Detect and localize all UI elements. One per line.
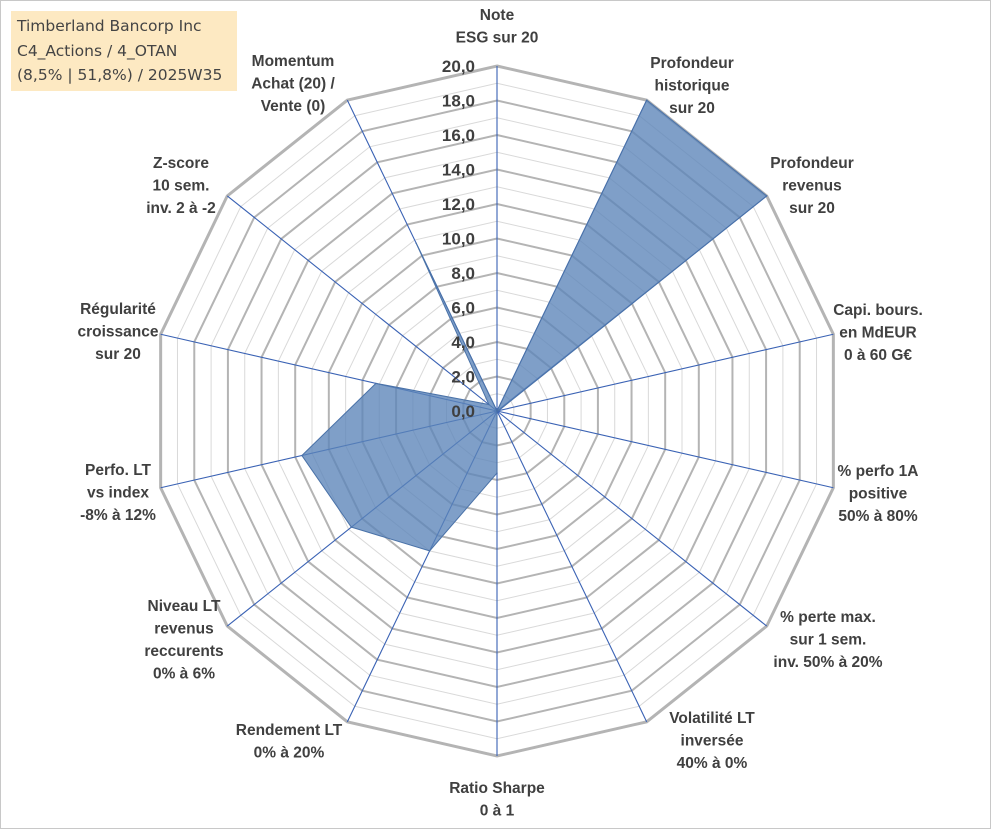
category-line: C4_Actions / 4_OTAN [17, 41, 178, 60]
tick-label: 2,0 [451, 368, 475, 387]
data-point-9 [350, 526, 353, 528]
axis-label-12: Z-score 10 sem. inv. 2 à -2 [146, 155, 216, 217]
axis-label-3: Capi. bours. en MdEUR 0 à 60 G€ [833, 302, 923, 364]
tick-label: 16,0 [442, 126, 475, 145]
data-point-10 [301, 454, 303, 457]
data-point-7 [496, 472, 498, 474]
axis-spoke-5 [496, 410, 768, 627]
axis-label-7: Ratio Sharpe 0 à 1 [449, 780, 545, 820]
tick-label: 6,0 [451, 299, 475, 318]
chart-title-box: Timberland Bancorp Inc C4_Actions / 4_OT… [11, 11, 237, 91]
period-line: (8,5% | 51,8%) / 2025W35 [17, 66, 223, 84]
tick-label: 10,0 [442, 230, 475, 249]
axis-label-2: Profondeur revenus sur 20 [770, 155, 854, 217]
axis-spoke-3 [496, 333, 834, 412]
tick-label: 14,0 [442, 161, 475, 180]
data-point-12 [488, 403, 490, 406]
company-name: Timberland Bancorp Inc [17, 17, 202, 35]
axis-label-8: Rendement LT 0% à 20% [236, 722, 343, 762]
data-point-6 [496, 410, 498, 412]
axis-label-13: Momentum Achat (20) / Vente (0) [251, 53, 335, 115]
data-point-1 [645, 99, 648, 101]
radar-axis-labels: Note ESG sur 20 Profondeur historique sur 20… [78, 7, 923, 820]
axis-spoke-4 [496, 410, 834, 489]
axis-label-1: Profondeur historique sur 20 [650, 55, 734, 117]
axis-label-11: Régularité croissance sur 20 [78, 301, 159, 363]
data-point-11 [375, 382, 377, 385]
tick-label: 20,0 [442, 57, 475, 76]
axis-label-10: Perfo. LT vs index -8% à 12% [80, 462, 156, 524]
data-point-3 [497, 409, 500, 412]
data-point-13 [415, 242, 417, 244]
axis-label-5: % perte max. sur 1 sem. inv. 50% à 20% [773, 609, 882, 671]
axis-label-0: Note ESG sur 20 [456, 7, 539, 47]
data-point-8 [428, 550, 431, 552]
radar-tick-labels: 0,0 2,0 4,0 6,0 8,0 10,0 12,0 14,0 16,0 18,0 20,0 [442, 57, 475, 421]
tick-label: 0,0 [451, 402, 475, 421]
axis-label-6: Volatilité LT inversée 40% à 0% [669, 710, 755, 772]
data-point-2 [765, 195, 768, 197]
axis-label-9: Niveau LT revenus reccurents 0% à 6% [144, 598, 223, 683]
axis-label-4: % perfo 1A positive 50% à 80% [838, 463, 919, 525]
tick-label: 18,0 [442, 92, 475, 111]
tick-label: 4,0 [451, 333, 475, 352]
radar-series [301, 99, 768, 552]
axis-spoke-12 [226, 195, 498, 412]
tick-label: 12,0 [442, 195, 475, 214]
tick-label: 8,0 [451, 264, 475, 283]
axis-spoke-6 [496, 410, 648, 723]
